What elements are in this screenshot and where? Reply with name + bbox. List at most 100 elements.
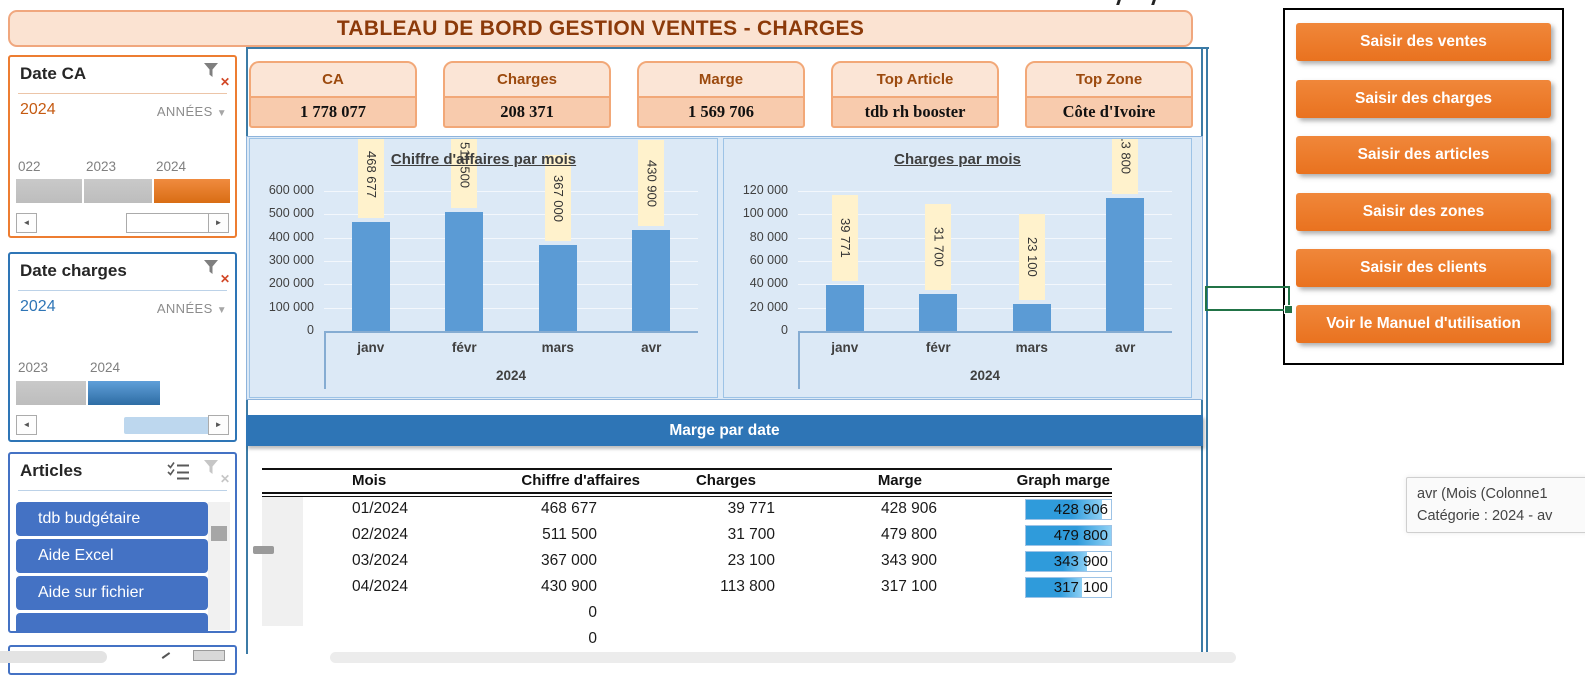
y-axis-label: 300 000 [268,253,314,267]
clear-filter-icon[interactable]: ✕ [203,259,230,286]
col-header-charges: Charges [695,472,756,489]
chart-bar[interactable] [1106,198,1145,331]
graph-marge-cell: 428 906 [1025,499,1112,520]
y-axis-label: 120 000 [742,183,788,197]
funnel-icon [204,260,218,274]
kpi-label: Charges [445,63,609,98]
kpi-card: Charges 208 371 [443,61,611,128]
frame-right-border-outer [1206,47,1208,654]
article-item[interactable]: tdb budgétaire [16,502,208,536]
timeline-segment[interactable] [16,381,86,405]
funnel-icon [204,460,218,474]
cell-ca: 0 [588,604,597,621]
gridline [324,261,698,262]
kpi-value: 208 371 [500,102,554,121]
gridline [798,284,1172,286]
x-axis-line [798,331,1172,333]
axis-vertical-line [798,331,800,389]
scroll-handle[interactable] [253,546,274,554]
granularity-dropdown[interactable]: ANNÉES ▼ [156,104,227,119]
action-button[interactable]: Saisir des charges [1296,80,1551,118]
gridline [798,237,1172,239]
data-bar-value: 343 900 [1053,553,1108,570]
kpi-row: CA 1 778 077 Charges 208 371 Marge 1 569 706 T… [249,61,1193,128]
kpi-label: Marge [639,63,803,98]
chart-data-label: 367 000 [544,155,571,242]
action-button[interactable]: Voir le Manuel d'utilisation [1296,305,1551,343]
timeline-year-labels: 022 2023 2024 [10,159,235,175]
multi-select-icon[interactable] [167,461,191,486]
chart-data-label: 39 771 [831,194,858,281]
action-button[interactable]: Saisir des clients [1296,249,1551,287]
scroll-left-arrow[interactable]: ◄ [16,213,37,233]
x-axis-label: avr [641,340,662,355]
y-axis-label: 60 000 [749,253,788,267]
timeline-segment[interactable] [154,179,230,203]
table-side-column [262,496,303,626]
data-bar [1026,552,1087,571]
table-row: 02/2024 511 500 31 700 479 800 479 800 [262,523,1112,549]
scrollbar-thumb[interactable] [126,213,216,233]
chart-bar[interactable] [632,230,671,331]
article-item[interactable]: Aide Excel [16,539,208,573]
scroll-left-arrow[interactable]: ◄ [16,415,37,435]
action-button[interactable]: Saisir des zones [1296,193,1551,231]
slicer-date-charges: Date charges ✕ 2024 ANNÉES ▼ 2023 2024 ◄ ► [8,252,237,442]
active-cell-selection[interactable] [1205,286,1293,314]
chart-bar[interactable] [445,211,484,331]
granularity-dropdown[interactable]: ANNÉES ▼ [156,301,227,316]
kpi-value: 1 569 706 [688,102,754,121]
clear-filter-icon[interactable]: ✕ [203,62,230,89]
scrollbar-thumb[interactable] [211,526,227,541]
chart-bar[interactable] [538,245,577,331]
kpi-label: CA [251,63,415,98]
x-axis-label: mars [1015,340,1048,355]
article-list-scrollbar[interactable] [208,502,230,630]
slicer-title: Date charges [20,261,127,280]
clear-filter-icon-disabled: ✕ [203,459,230,486]
divider [18,93,227,94]
timeline-segment[interactable] [88,381,160,405]
kpi-value: Côte d'Ivoire [1062,102,1156,121]
chart-bar[interactable] [351,221,390,331]
scrollbar-thumb[interactable] [124,417,221,434]
col-header-mois: Mois [352,472,387,489]
chart-bar[interactable] [919,294,958,331]
x-axis-label: févr [451,340,477,355]
chart-data-label: 113 800 [1112,139,1139,195]
article-list: tdb budgétaire Aide Excel Aide sur fichier [16,502,208,631]
timeline-bars[interactable] [10,179,235,203]
x-axis-group-label: 2024 [495,368,527,383]
timeline-segment[interactable] [84,179,152,203]
y-axis-label: 80 000 [749,229,788,244]
action-button[interactable]: Saisir des ventes [1296,23,1551,61]
graph-marge-cell: 343 900 [1025,551,1112,572]
timeline-segment[interactable] [16,179,82,203]
chart-data-label: 511 500 [451,139,478,208]
data-bar-value: 479 800 [1053,527,1108,544]
x-axis-label: janv [831,340,859,355]
article-item[interactable]: Aide sur fichier [16,576,208,610]
cell-ca: 367 000 [540,552,597,569]
timeline-scrollbar: ◄ ► [16,415,229,435]
chevron-down-icon: ▼ [216,108,227,119]
action-button[interactable]: Saisir des articles [1296,136,1551,174]
chart-bar[interactable] [825,284,864,331]
slicer-articles: Articles ✕ tdb budgétaire Aide Excel Aide … [8,452,237,633]
cell-mois: 04/2024 [352,578,409,595]
col-header-graph: Graph marge [1016,472,1110,489]
table-header-underline [262,492,1112,497]
cell-marge: 343 900 [880,552,937,569]
kpi-card: Top Zone Côte d'Ivoire [1025,61,1193,128]
scroll-right-arrow[interactable]: ► [208,415,229,435]
fill-handle[interactable] [1284,305,1293,314]
x-axis-label: févr [925,340,951,355]
graph-marge-cell: 479 800 [1025,525,1112,546]
clipped-bottom-bar [0,651,107,663]
x-axis-group-label: 2024 [969,368,1001,383]
article-item[interactable] [16,613,208,631]
chart-bar[interactable] [1012,304,1051,331]
timeline-bars[interactable] [10,381,235,405]
scroll-right-arrow[interactable]: ► [208,213,229,233]
divider [18,290,227,291]
